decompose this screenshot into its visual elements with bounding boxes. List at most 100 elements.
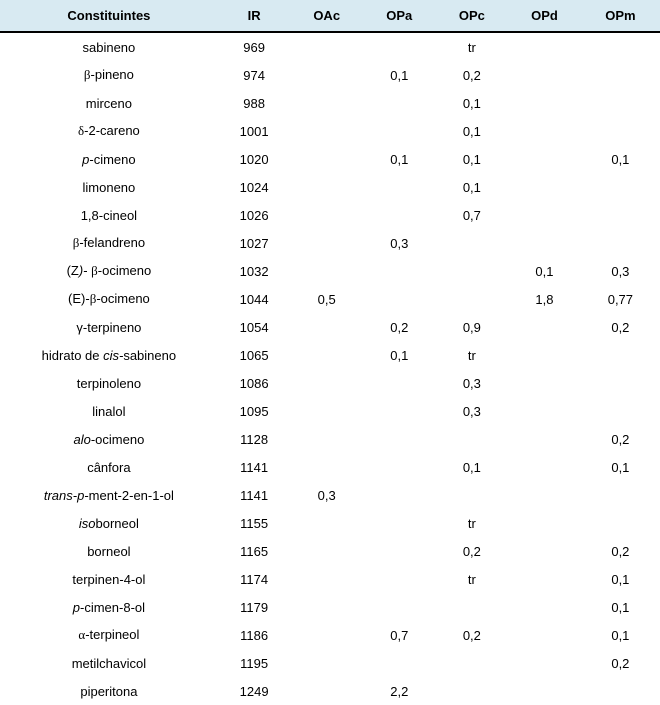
col-header-opd: OPd [508,0,581,32]
cell-opc: 0,2 [436,61,509,89]
cell-opa: 0,1 [363,145,436,173]
cell-oac [290,621,363,649]
cell-ir: 1249 [218,677,291,705]
cell-oac [290,369,363,397]
table-row: linalol10950,3 [0,397,660,425]
cell-opd [508,593,581,621]
cell-constituinte: hidrato de cis-sabineno [0,341,218,369]
cell-opd [508,649,581,677]
cell-constituinte: α-terpineol [0,621,218,649]
cell-opc: tr [436,32,509,61]
cell-ir: 1179 [218,593,291,621]
cell-ir: 1032 [218,257,291,285]
cell-opc [436,593,509,621]
table-row: trans-p-ment-2-en-1-ol11410,3 [0,481,660,509]
cell-opm [581,32,660,61]
cell-constituinte: cânfora [0,453,218,481]
cell-oac [290,32,363,61]
cell-opa [363,201,436,229]
table-row: (Z)- β-ocimeno10320,10,3 [0,257,660,285]
table-row: limoneno10240,1 [0,173,660,201]
cell-oac [290,453,363,481]
col-header-ir: IR [218,0,291,32]
table-row: terpinoleno1086 0,3 [0,369,660,397]
cell-opa [363,397,436,425]
cell-opd [508,341,581,369]
cell-oac [290,425,363,453]
cell-oac [290,201,363,229]
cell-opa [363,32,436,61]
cell-opa [363,537,436,565]
cell-opa [363,593,436,621]
cell-opm: 0,77 [581,285,660,313]
cell-opa: 0,1 [363,61,436,89]
col-header-constituintes: Constituintes [0,0,218,32]
cell-ir: 1054 [218,313,291,341]
cell-opd [508,621,581,649]
cell-opa: 2,2 [363,677,436,705]
table-row: terpinen-4-ol1174tr0,1 [0,565,660,593]
cell-opm: 0,2 [581,537,660,565]
cell-opc: 0,3 [436,369,509,397]
table-row: piperitona12492,2 [0,677,660,705]
cell-constituinte: trans-p-ment-2-en-1-ol [0,481,218,509]
cell-opm [581,89,660,117]
table-row: α-terpineol11860,70,20,1 [0,621,660,649]
cell-opd [508,145,581,173]
cell-ir: 1174 [218,565,291,593]
cell-ir: 1141 [218,453,291,481]
table-row: β-felandreno10270,3 [0,229,660,257]
cell-opc: 0,9 [436,313,509,341]
cell-opm [581,509,660,537]
cell-opm: 0,3 [581,257,660,285]
cell-ir: 1095 [218,397,291,425]
cell-opm: 0,1 [581,565,660,593]
cell-opd [508,32,581,61]
cell-oac [290,313,363,341]
cell-constituinte: γ-terpineno [0,313,218,341]
cell-ir: 974 [218,61,291,89]
cell-opm: 0,1 [581,453,660,481]
cell-opm: 0,2 [581,313,660,341]
cell-opa [363,173,436,201]
col-header-opc: OPc [436,0,509,32]
table-row: γ-terpineno10540,20,90,2 [0,313,660,341]
cell-ir: 1027 [218,229,291,257]
cell-ir: 1141 [218,481,291,509]
cell-constituinte: sabineno [0,32,218,61]
cell-opd [508,677,581,705]
cell-opd: 0,1 [508,257,581,285]
cell-opc [436,257,509,285]
cell-opm [581,117,660,145]
cell-ir: 1020 [218,145,291,173]
cell-opd [508,117,581,145]
cell-opc: tr [436,509,509,537]
cell-opm [581,481,660,509]
cell-oac [290,257,363,285]
cell-opm: 0,1 [581,593,660,621]
cell-opd [508,537,581,565]
cell-opc: 0,7 [436,201,509,229]
cell-opc: 0,1 [436,117,509,145]
cell-constituinte: limoneno [0,173,218,201]
cell-constituinte: β-felandreno [0,229,218,257]
col-header-opa: OPa [363,0,436,32]
cell-opa [363,565,436,593]
constituintes-table: Constituintes IR OAc OPa OPc OPd OPm sab… [0,0,660,705]
cell-oac [290,341,363,369]
table-header-row: Constituintes IR OAc OPa OPc OPd OPm [0,0,660,32]
cell-oac [290,229,363,257]
table-row: (E)-β-ocimeno10440,51,80,77 [0,285,660,313]
cell-constituinte: terpinoleno [0,369,218,397]
cell-opm: 0,2 [581,649,660,677]
cell-opd [508,425,581,453]
cell-ir: 1128 [218,425,291,453]
cell-opd [508,89,581,117]
cell-ir: 1086 [218,369,291,397]
cell-opa [363,425,436,453]
cell-ir: 969 [218,32,291,61]
cell-constituinte: β-pineno [0,61,218,89]
cell-oac: 0,3 [290,481,363,509]
cell-opa [363,285,436,313]
cell-opm: 0,2 [581,425,660,453]
